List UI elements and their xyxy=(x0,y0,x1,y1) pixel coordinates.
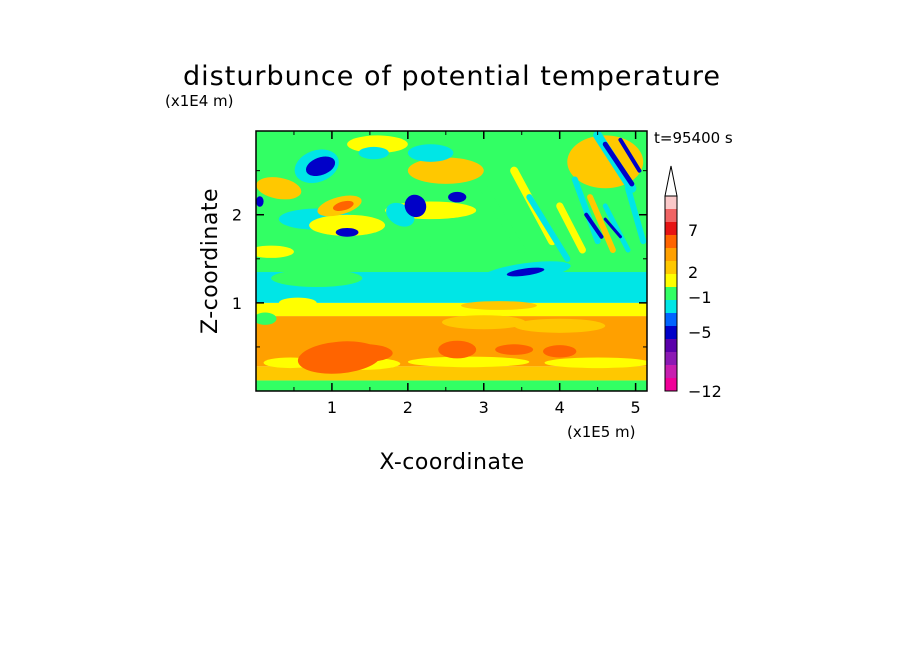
wave-streak-4 xyxy=(571,176,601,245)
contour-blob-28 xyxy=(404,194,427,218)
contour-blob-31 xyxy=(305,156,336,177)
y-tick-label-1: 2 xyxy=(232,206,242,225)
colorbar-tick-label-0: 7 xyxy=(688,221,698,240)
colorbar-bin-9 xyxy=(665,261,677,274)
contour-blob-10 xyxy=(514,318,606,333)
time-label: t=95400 s xyxy=(654,129,733,147)
y-tick-label-0: 1 xyxy=(232,294,242,313)
wave-streak-0 xyxy=(479,184,526,254)
plot-frame xyxy=(255,130,648,392)
contour-blob-8 xyxy=(542,345,577,358)
x-tick-label-1: 2 xyxy=(403,398,413,417)
colorbar-tick-label-4: −12 xyxy=(688,382,722,401)
colorbar: 7 2 −1 −5 −12 xyxy=(664,165,722,401)
contour-blob-13 xyxy=(460,301,537,310)
colorbar-bin-8 xyxy=(665,274,677,287)
x-axis-label: X-coordinate xyxy=(379,450,524,475)
wave-streak-12 xyxy=(603,217,622,239)
contour-blob-26 xyxy=(335,227,359,237)
contour-blob-14 xyxy=(271,269,363,287)
colorbar-bin-10 xyxy=(665,248,677,261)
contour-blob-12 xyxy=(278,297,317,309)
colorbar-bin-4 xyxy=(665,326,677,339)
wave-streak-2 xyxy=(526,194,571,262)
field-band-3 xyxy=(256,302,647,317)
colorbar-tick-label-2: −1 xyxy=(688,288,712,307)
colorbar-frame xyxy=(664,195,678,392)
colorbar-bin-7 xyxy=(665,287,677,300)
contour-blob-7 xyxy=(495,344,534,355)
colorbar-bin-11 xyxy=(665,235,677,248)
colorbar-tick-label-1: 2 xyxy=(688,263,698,282)
contour-blob-29 xyxy=(448,191,467,203)
wave-streak-9 xyxy=(602,141,635,187)
x-tick-label-3: 4 xyxy=(555,398,565,417)
contour-blob-19 xyxy=(324,237,431,256)
x-tick-label-2: 3 xyxy=(479,398,489,417)
contour-blob-11 xyxy=(256,312,277,325)
colorbar-bin-3 xyxy=(665,339,677,352)
colorbar-bin-12 xyxy=(665,222,677,235)
contour-blob-36 xyxy=(256,196,264,207)
contour-blob-32 xyxy=(407,157,484,184)
field-band-0 xyxy=(256,380,647,391)
contour-blob-2 xyxy=(407,356,530,368)
contour-blob-5 xyxy=(339,344,393,362)
wave-streak-10 xyxy=(618,137,642,173)
contour-blob-33 xyxy=(347,135,408,154)
colorbar-bin-5 xyxy=(665,313,677,326)
colorbar-bin-2 xyxy=(665,352,677,365)
wave-streak-11 xyxy=(584,212,604,239)
x-tick-label-4: 5 xyxy=(631,398,641,417)
colorbar-bin-1 xyxy=(665,365,677,378)
wave-streak-3 xyxy=(556,202,586,254)
x-axis-ticks: 1 2 3 4 5 xyxy=(293,131,641,417)
colorbar-tick-label-3: −5 xyxy=(688,323,712,342)
colorbar-bin-0 xyxy=(665,378,677,391)
contour-blob-18 xyxy=(256,245,294,258)
contour-blob-6 xyxy=(438,340,477,359)
contour-blob-34 xyxy=(407,144,454,162)
y-axis-ticks: 12 xyxy=(232,170,647,348)
wave-streak-7 xyxy=(625,185,647,245)
colorbar-extend-arrow xyxy=(664,165,678,197)
contour-blob-24 xyxy=(332,200,354,211)
contour-blob-21 xyxy=(309,214,386,236)
x-tick-label-0: 1 xyxy=(327,398,337,417)
wave-streak-6 xyxy=(602,203,631,253)
y-axis-label: Z-coordinate xyxy=(198,188,223,334)
colorbar-bin-13 xyxy=(665,209,677,222)
wave-streak-5 xyxy=(587,194,616,253)
contour-blob-15 xyxy=(385,274,461,289)
contour-blob-35 xyxy=(358,146,389,160)
contour-field xyxy=(256,131,647,391)
contour-blob-25 xyxy=(256,177,302,200)
chart-title: disturbunce of potential temperature xyxy=(183,61,721,92)
contour-blob-9 xyxy=(442,315,526,330)
colorbar-bin-6 xyxy=(665,300,677,313)
colorbar-bin-14 xyxy=(665,196,677,209)
contour-blob-3 xyxy=(544,357,647,369)
y-scale-label: (x1E4 m) xyxy=(165,92,234,110)
x-scale-label: (x1E5 m) xyxy=(567,423,636,441)
contour-blob-17 xyxy=(506,267,545,277)
